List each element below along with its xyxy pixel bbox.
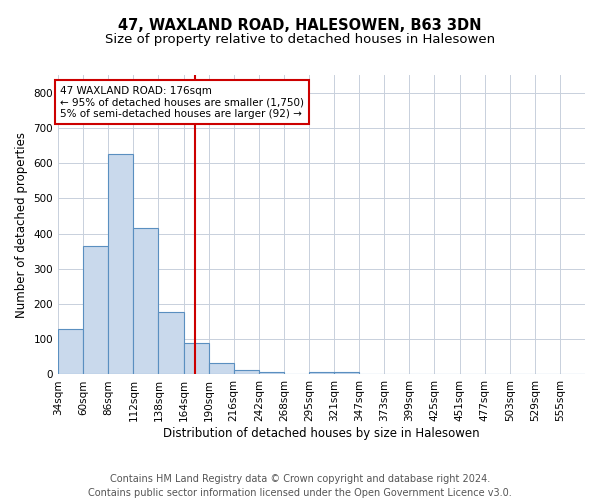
Text: Contains HM Land Registry data © Crown copyright and database right 2024.
Contai: Contains HM Land Registry data © Crown c… xyxy=(88,474,512,498)
Bar xyxy=(259,372,284,374)
Y-axis label: Number of detached properties: Number of detached properties xyxy=(15,132,28,318)
Bar xyxy=(133,228,158,374)
Bar xyxy=(334,372,359,374)
Text: Size of property relative to detached houses in Halesowen: Size of property relative to detached ho… xyxy=(105,32,495,46)
Text: 47, WAXLAND ROAD, HALESOWEN, B63 3DN: 47, WAXLAND ROAD, HALESOWEN, B63 3DN xyxy=(118,18,482,32)
Text: 47 WAXLAND ROAD: 176sqm
← 95% of detached houses are smaller (1,750)
5% of semi-: 47 WAXLAND ROAD: 176sqm ← 95% of detache… xyxy=(60,86,304,119)
Bar xyxy=(209,363,233,374)
Bar xyxy=(184,343,209,374)
Bar xyxy=(83,246,108,374)
Bar xyxy=(58,330,83,374)
Bar xyxy=(158,312,184,374)
Bar xyxy=(309,372,334,374)
X-axis label: Distribution of detached houses by size in Halesowen: Distribution of detached houses by size … xyxy=(163,427,480,440)
Bar xyxy=(108,154,133,374)
Bar xyxy=(233,370,259,374)
